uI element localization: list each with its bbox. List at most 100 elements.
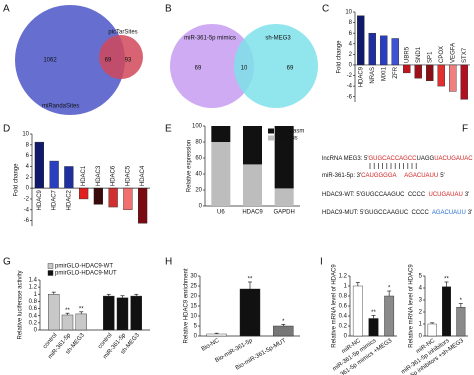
bar [391, 38, 399, 66]
legend-label: Nucleus [276, 136, 298, 142]
y-axis-label: Relative mRNA level of HDAC9 [409, 264, 415, 348]
y-axis-label: Relative mRNA level of HDAC9 [332, 264, 338, 348]
sequence-part [396, 173, 404, 179]
panel-letter: F [462, 124, 468, 135]
bar [137, 187, 148, 224]
bar [206, 333, 227, 337]
venn-circle [99, 35, 143, 79]
sequence-part: AGACUAUU [404, 173, 438, 179]
venn-count: 10 [241, 66, 248, 72]
venn-count: 69 [105, 58, 112, 64]
bar [456, 307, 466, 337]
y-tick-label: 20 [190, 294, 197, 300]
venn-count: 93 [125, 58, 132, 64]
bar-segment [211, 126, 231, 142]
bar [49, 160, 59, 189]
significance: ** [79, 306, 84, 312]
bar [34, 141, 45, 189]
bar [352, 285, 363, 337]
x-tick-label: SND1 [416, 46, 422, 63]
y-tick-label: 0.8 [29, 299, 38, 305]
y-tick-label: 40 [195, 172, 202, 178]
y-tick-label: 2 [419, 310, 423, 316]
bar-segment [211, 142, 231, 206]
x-tick-label: CPOX [439, 46, 445, 63]
significance: ** [248, 277, 253, 283]
x-tick-label: MXI1 [381, 66, 387, 81]
y-tick-label: -2 [347, 73, 353, 79]
legend-label: pmirGLO-HDAC9-WT [55, 264, 113, 270]
y-tick-label: -6 [347, 94, 353, 100]
bar [273, 325, 294, 337]
bar-segment [243, 164, 262, 206]
y-tick-label: -4 [24, 207, 30, 213]
bar-segment [274, 126, 294, 189]
y-axis-label: Fold change [14, 163, 20, 197]
y-tick-label: 0 [34, 328, 38, 334]
bar [380, 35, 388, 66]
bar-segment [274, 188, 294, 206]
y-tick-label: 0.4 [339, 314, 348, 320]
bar [414, 64, 422, 79]
bar-segment [243, 126, 262, 165]
y-tick-label: 0 [349, 63, 353, 69]
sequence-end: 3' [465, 192, 469, 198]
legend-swatch [47, 270, 54, 276]
y-tick-label: 0.6 [29, 306, 38, 312]
y-tick-label: -4 [347, 84, 353, 90]
legend-swatch [268, 128, 274, 134]
bar [403, 64, 411, 74]
y-tick-label: 0 [419, 334, 423, 340]
y-tick-label: 0.2 [339, 324, 348, 330]
sequence-part: GUGCACCAGCC [369, 156, 418, 162]
x-tick-label: STX7 [462, 47, 468, 63]
bar [48, 294, 60, 331]
set-name: picTarSites [108, 30, 137, 36]
sequence-label: lncRNA MEG3: 5' [322, 156, 369, 162]
x-tick-label: HDAC7 [52, 189, 58, 210]
y-tick-label: 4 [419, 286, 423, 292]
set-name: sh-MEG3 [265, 36, 291, 42]
set-name: miR-361-5p mimics [184, 36, 236, 42]
sequence-part: UACUGAUAC [434, 156, 473, 162]
venn-count: 69 [195, 66, 202, 72]
y-tick-label: 3 [419, 298, 423, 304]
x-tick-label: UBR5 [404, 46, 410, 63]
y-tick-label: 60 [195, 156, 202, 162]
sequence-line: lncRNA MEG3: 5'GUGCACCAGCCUAGGUACUGAUAC3… [322, 156, 474, 162]
bar [61, 314, 74, 331]
sequence-label: HDAC9-MUT: 5' [322, 210, 364, 216]
y-tick-label: 25 [190, 284, 197, 290]
bar [78, 187, 89, 200]
bar [123, 187, 133, 210]
y-tick-label: 0.6 [339, 304, 348, 310]
significance: ** [371, 310, 376, 316]
panel-letter: C [322, 4, 329, 15]
y-axis-label: Relative HDAC9 enrichment [184, 268, 190, 343]
x-tick-label: HDAC9 [242, 210, 263, 216]
x-tick-label: HDAC6 [111, 165, 117, 186]
y-tick-label: 80 [195, 140, 202, 146]
x-tick-label: GAPDH [273, 210, 294, 216]
significance: ** [65, 308, 70, 314]
x-tick-label: HDAC9 [37, 189, 43, 210]
bar [239, 288, 261, 337]
y-tick-label: -2 [24, 197, 30, 203]
x-tick-label: HDAC1 [81, 165, 87, 186]
sequence-end: 3' [468, 210, 472, 216]
bar [116, 297, 129, 331]
y-tick-label: 6 [349, 31, 353, 37]
bar [103, 295, 115, 331]
sequence-line: miR-361-5p: 3'CAUGGGGA AGACUAUU 5' [322, 173, 445, 179]
bar [368, 318, 379, 337]
y-tick-label: 10 [190, 314, 197, 320]
y-tick-label: 30 [190, 274, 197, 280]
y-tick-label: 100 [192, 124, 203, 130]
y-tick-label: 0.2 [29, 320, 38, 326]
x-tick-label: NRAS [370, 67, 376, 84]
venn-circle [15, 5, 125, 115]
significance: * [282, 319, 285, 325]
venn-circle [234, 24, 318, 108]
y-tick-label: 0 [344, 334, 348, 340]
